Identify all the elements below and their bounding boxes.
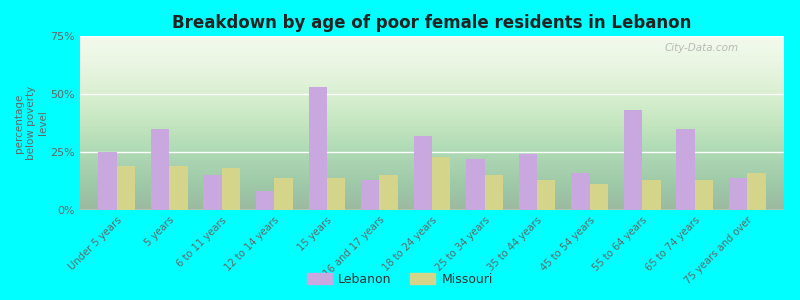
Bar — [485, 175, 503, 210]
Bar — [151, 129, 170, 210]
Bar — [98, 152, 117, 210]
Bar — [747, 173, 766, 210]
Bar — [537, 180, 555, 210]
Text: City-Data.com: City-Data.com — [664, 43, 738, 53]
Bar — [256, 191, 274, 210]
Bar — [729, 178, 747, 210]
Bar — [642, 180, 661, 210]
Title: Breakdown by age of poor female residents in Lebanon: Breakdown by age of poor female resident… — [172, 14, 692, 32]
Bar — [518, 154, 537, 210]
Bar — [624, 110, 642, 210]
Bar — [274, 178, 293, 210]
Bar — [414, 136, 432, 210]
Bar — [170, 166, 188, 210]
Bar — [676, 129, 694, 210]
Bar — [361, 180, 379, 210]
Bar — [571, 173, 590, 210]
Bar — [117, 166, 135, 210]
Bar — [466, 159, 485, 210]
Bar — [222, 168, 240, 210]
Bar — [309, 87, 327, 210]
Bar — [379, 175, 398, 210]
Bar — [694, 180, 713, 210]
Y-axis label: percentage
below poverty
level: percentage below poverty level — [14, 86, 48, 160]
Bar — [327, 178, 346, 210]
Bar — [590, 184, 608, 210]
Bar — [432, 157, 450, 210]
Bar — [203, 175, 222, 210]
Legend: Lebanon, Missouri: Lebanon, Missouri — [302, 268, 498, 291]
